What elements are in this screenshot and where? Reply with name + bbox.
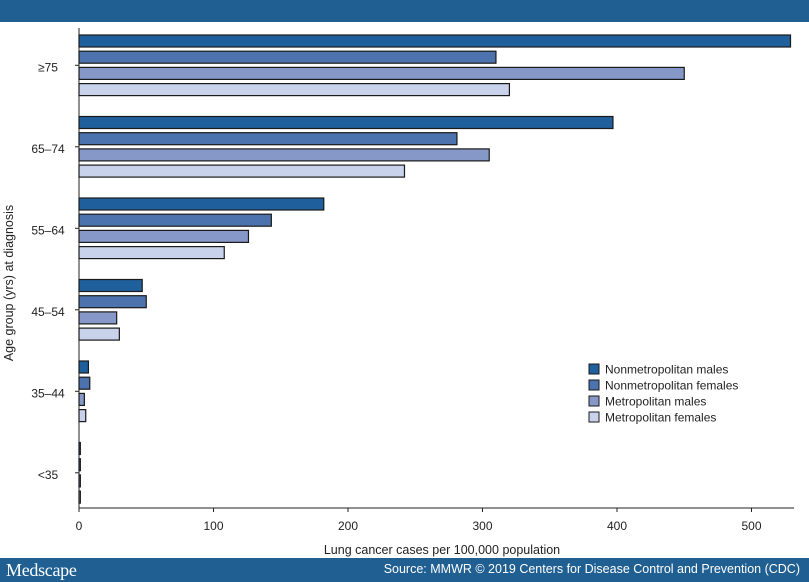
plot-area: 0 100 200 300 400 500 ≥75 65–74 55–64 45–54 35–44 <…	[31, 28, 794, 533]
legend-label: Metropolitan females	[605, 411, 716, 425]
legend-swatch	[588, 363, 600, 375]
bar-metropolitan-females	[78, 164, 406, 178]
y-tick-label: ≥75	[38, 60, 58, 74]
y-tick-label: <35	[38, 468, 59, 482]
legend-swatch	[588, 395, 600, 407]
x-tick-label: 400	[607, 519, 627, 533]
bar-metropolitan-males	[78, 148, 490, 162]
bar-nonmetropolitan-females	[78, 213, 272, 227]
bar-metropolitan-males	[78, 229, 250, 243]
bar-nonmetropolitan-males	[78, 34, 792, 48]
bar-nonmetropolitan-males	[78, 197, 325, 211]
y-tick-label: 55–64	[31, 223, 65, 237]
bar-metropolitan-females	[78, 82, 510, 97]
bar-nonmetropolitan-females	[78, 376, 91, 390]
bar-nonmetropolitan-males	[78, 360, 90, 374]
x-tick-label: 200	[338, 519, 358, 533]
legend-label: Metropolitan males	[605, 395, 706, 409]
bar-metropolitan-males	[78, 311, 118, 325]
y-tick-label: 45–54	[31, 305, 65, 319]
bar-metropolitan-males	[78, 392, 85, 406]
legend-label: Nonmetropolitan females	[605, 379, 738, 393]
bar-metropolitan-females	[78, 490, 81, 504]
bar-nonmetropolitan-males	[78, 115, 614, 130]
y-tick-label: 35–44	[31, 386, 65, 400]
legend-swatch	[588, 379, 600, 391]
source-credit: Source: MMWR © 2019 Centers for Disease …	[383, 562, 800, 576]
x-tick-label: 500	[741, 519, 761, 533]
bar-nonmetropolitan-males	[78, 441, 81, 456]
y-axis-title: Age group (yrs) at diagnosis	[2, 205, 16, 361]
bar-metropolitan-females	[78, 327, 120, 341]
bar-nonmetropolitan-females	[78, 132, 458, 146]
x-axis-title: Lung cancer cases per 100,000 population	[324, 543, 560, 557]
y-tick-label: 65–74	[31, 142, 65, 156]
footer-bar: Medscape Source: MMWR © 2019 Centers for…	[0, 558, 809, 582]
bar-metropolitan-females	[78, 246, 225, 260]
legend-swatch	[588, 411, 600, 423]
x-tick-label: 100	[203, 519, 223, 533]
bar-nonmetropolitan-females	[78, 458, 81, 472]
x-tick-label: 300	[472, 519, 492, 533]
bar-metropolitan-males	[78, 474, 81, 488]
medscape-logo[interactable]: Medscape	[6, 560, 77, 580]
bar-nonmetropolitan-females	[78, 50, 497, 64]
legend-label: Nonmetropolitan males	[605, 363, 728, 377]
x-tick-label: 0	[76, 519, 83, 533]
bar-nonmetropolitan-females	[78, 295, 147, 309]
bar-metropolitan-females	[78, 409, 87, 423]
bar-metropolitan-males	[78, 66, 685, 81]
header-bar	[0, 0, 809, 22]
bar-chart: 0 100 200 300 400 500 ≥75 65–74 55–64 45–54 35–44 <…	[2, 28, 794, 557]
bar-nonmetropolitan-males	[78, 278, 143, 293]
